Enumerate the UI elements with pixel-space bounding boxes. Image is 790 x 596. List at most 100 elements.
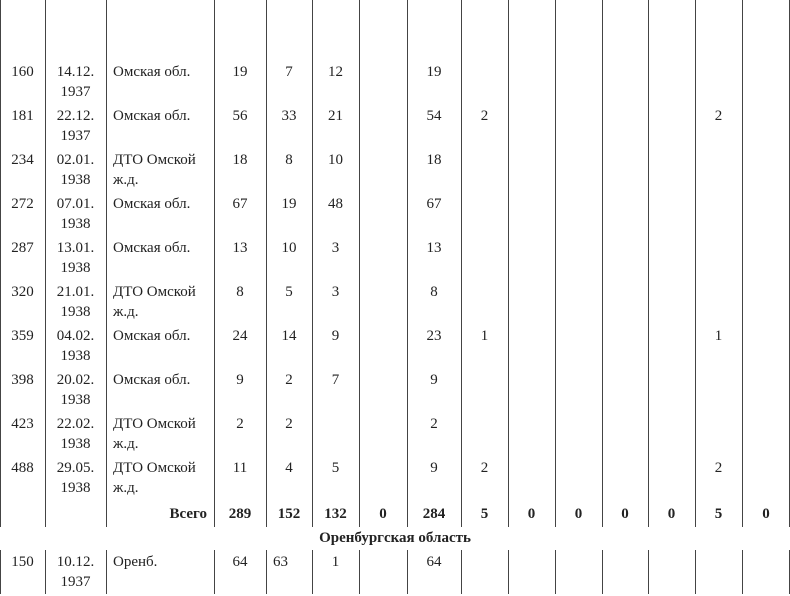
- table-cell: 289: [228, 506, 252, 522]
- table-cell: 0: [574, 506, 583, 522]
- column-divider: [214, 550, 215, 594]
- section-title: Оренбургская область: [319, 530, 471, 546]
- table-cell: 0: [379, 506, 387, 522]
- column-divider: [648, 0, 649, 527]
- table-row: 359 04.02. 1938 Омская обл. 24 14 9 23 1 1: [0, 326, 790, 370]
- table-row: 272 07.01. 1938 Омская обл. 67 19 48 67: [0, 194, 790, 238]
- column-divider: [555, 0, 556, 527]
- table-cell: 7: [331, 372, 340, 388]
- column-divider: [106, 0, 107, 527]
- table-cell: 13.01. 1938: [56, 240, 95, 276]
- column-divider: [45, 0, 46, 527]
- table-cell: 63: [273, 554, 288, 570]
- column-divider: [359, 550, 360, 594]
- table-cell: 150: [11, 554, 34, 570]
- table-cell: 488: [11, 460, 34, 476]
- table-cell: 5: [285, 284, 293, 300]
- column-divider: [214, 0, 215, 527]
- table-cell: Омская обл.: [113, 64, 191, 80]
- table-cell: 11: [232, 460, 248, 476]
- table-cell: Всего: [169, 506, 207, 522]
- column-divider: [45, 550, 46, 594]
- table-cell: 0: [527, 506, 536, 522]
- table-cell: 2: [714, 108, 723, 124]
- column-divider: [312, 550, 313, 594]
- table-cell: 02.01. 1938: [56, 152, 95, 188]
- table-cell: 13: [232, 240, 248, 256]
- table-cell: ДТО Омской ж.д.: [113, 152, 196, 188]
- table-cell: 359: [11, 328, 34, 344]
- total-row: Всего 289 152 132 0 284 5 0 0 0 0 5 0: [0, 504, 790, 548]
- table-cell: 18: [426, 152, 442, 168]
- column-divider: [312, 0, 313, 527]
- table-cell: ДТО Омской ж.д.: [113, 416, 196, 452]
- table-cell: 64: [426, 554, 442, 570]
- table-cell: 5: [331, 460, 340, 476]
- table-cell: 4: [285, 460, 293, 476]
- table-cell: 12: [328, 64, 343, 80]
- table-cell: 8: [236, 284, 244, 300]
- table-cell: 10.12. 1937: [56, 554, 95, 590]
- table-cell: 48: [328, 196, 343, 212]
- column-divider: [555, 550, 556, 594]
- table-cell: 9: [331, 328, 340, 344]
- column-divider: [266, 550, 267, 594]
- table-cell: 287: [11, 240, 34, 256]
- table-cell: 19: [232, 64, 248, 80]
- table-cell: Омская обл.: [113, 328, 191, 344]
- column-divider: [648, 550, 649, 594]
- table-cell: 24: [232, 328, 248, 344]
- table-cell: 5: [480, 506, 489, 522]
- table-cell: 2: [430, 416, 438, 432]
- table-cell: 423: [11, 416, 34, 432]
- table-cell: 272: [11, 196, 34, 212]
- table-cell: 5: [714, 506, 723, 522]
- column-divider: [359, 0, 360, 527]
- table-row: 488 29.05. 1938 ДТО Омской ж.д. 11 4 5 9 2 2: [0, 458, 790, 502]
- table-cell: 2: [480, 460, 489, 476]
- column-divider: [508, 0, 509, 527]
- table-row: 150 10.12. 1937 Оренб. 64 63 1 64: [0, 552, 790, 596]
- table-cell: 22.12. 1937: [56, 108, 95, 144]
- table-cell: 152: [277, 506, 301, 522]
- table-cell: 398: [11, 372, 34, 388]
- table-cell: 19: [426, 64, 442, 80]
- column-divider: [602, 0, 603, 527]
- table-cell: 7: [285, 64, 293, 80]
- table-cell: ДТО Омской ж.д.: [113, 284, 196, 320]
- table-cell: 21: [328, 108, 343, 124]
- table-cell: 0: [762, 506, 770, 522]
- table-row: 398 20.02. 1938 Омская обл. 9 2 7 9: [0, 370, 790, 414]
- table-cell: 234: [11, 152, 34, 168]
- table-cell: 2: [236, 416, 244, 432]
- table-cell: 1: [331, 554, 340, 570]
- table-cell: 67: [426, 196, 442, 212]
- table-cell: 19: [281, 196, 297, 212]
- table-cell: 10: [328, 152, 343, 168]
- table-cell: Омская обл.: [113, 196, 191, 212]
- table-cell: 9: [236, 372, 244, 388]
- table-row: 181 22.12. 1937 Омская обл. 56 33 21 54 2 2: [0, 106, 790, 150]
- table-cell: 2: [714, 460, 723, 476]
- table-cell: 07.01. 1938: [56, 196, 95, 232]
- table-cell: Омская обл.: [113, 372, 191, 388]
- table-cell: 56: [232, 108, 248, 124]
- column-divider: [742, 550, 743, 594]
- column-divider: [106, 550, 107, 594]
- table-cell: 22.02. 1938: [56, 416, 95, 452]
- table-cell: 20.02. 1938: [56, 372, 95, 408]
- column-divider: [266, 0, 267, 527]
- column-divider: [0, 550, 1, 594]
- table-cell: 2: [480, 108, 489, 124]
- table-row: 234 02.01. 1938 ДТО Омской ж.д. 18 8 10 18: [0, 150, 790, 194]
- table-cell: 14: [281, 328, 297, 344]
- table-cell: ДТО Омской ж.д.: [113, 460, 196, 496]
- table-cell: 3: [331, 284, 340, 300]
- table-cell: 132: [324, 506, 347, 522]
- table-cell: 1: [480, 328, 489, 344]
- column-divider: [508, 550, 509, 594]
- column-divider: [695, 550, 696, 594]
- table-cell: 14.12. 1937: [56, 64, 95, 100]
- column-divider: [0, 0, 1, 527]
- table-cell: 23: [426, 328, 442, 344]
